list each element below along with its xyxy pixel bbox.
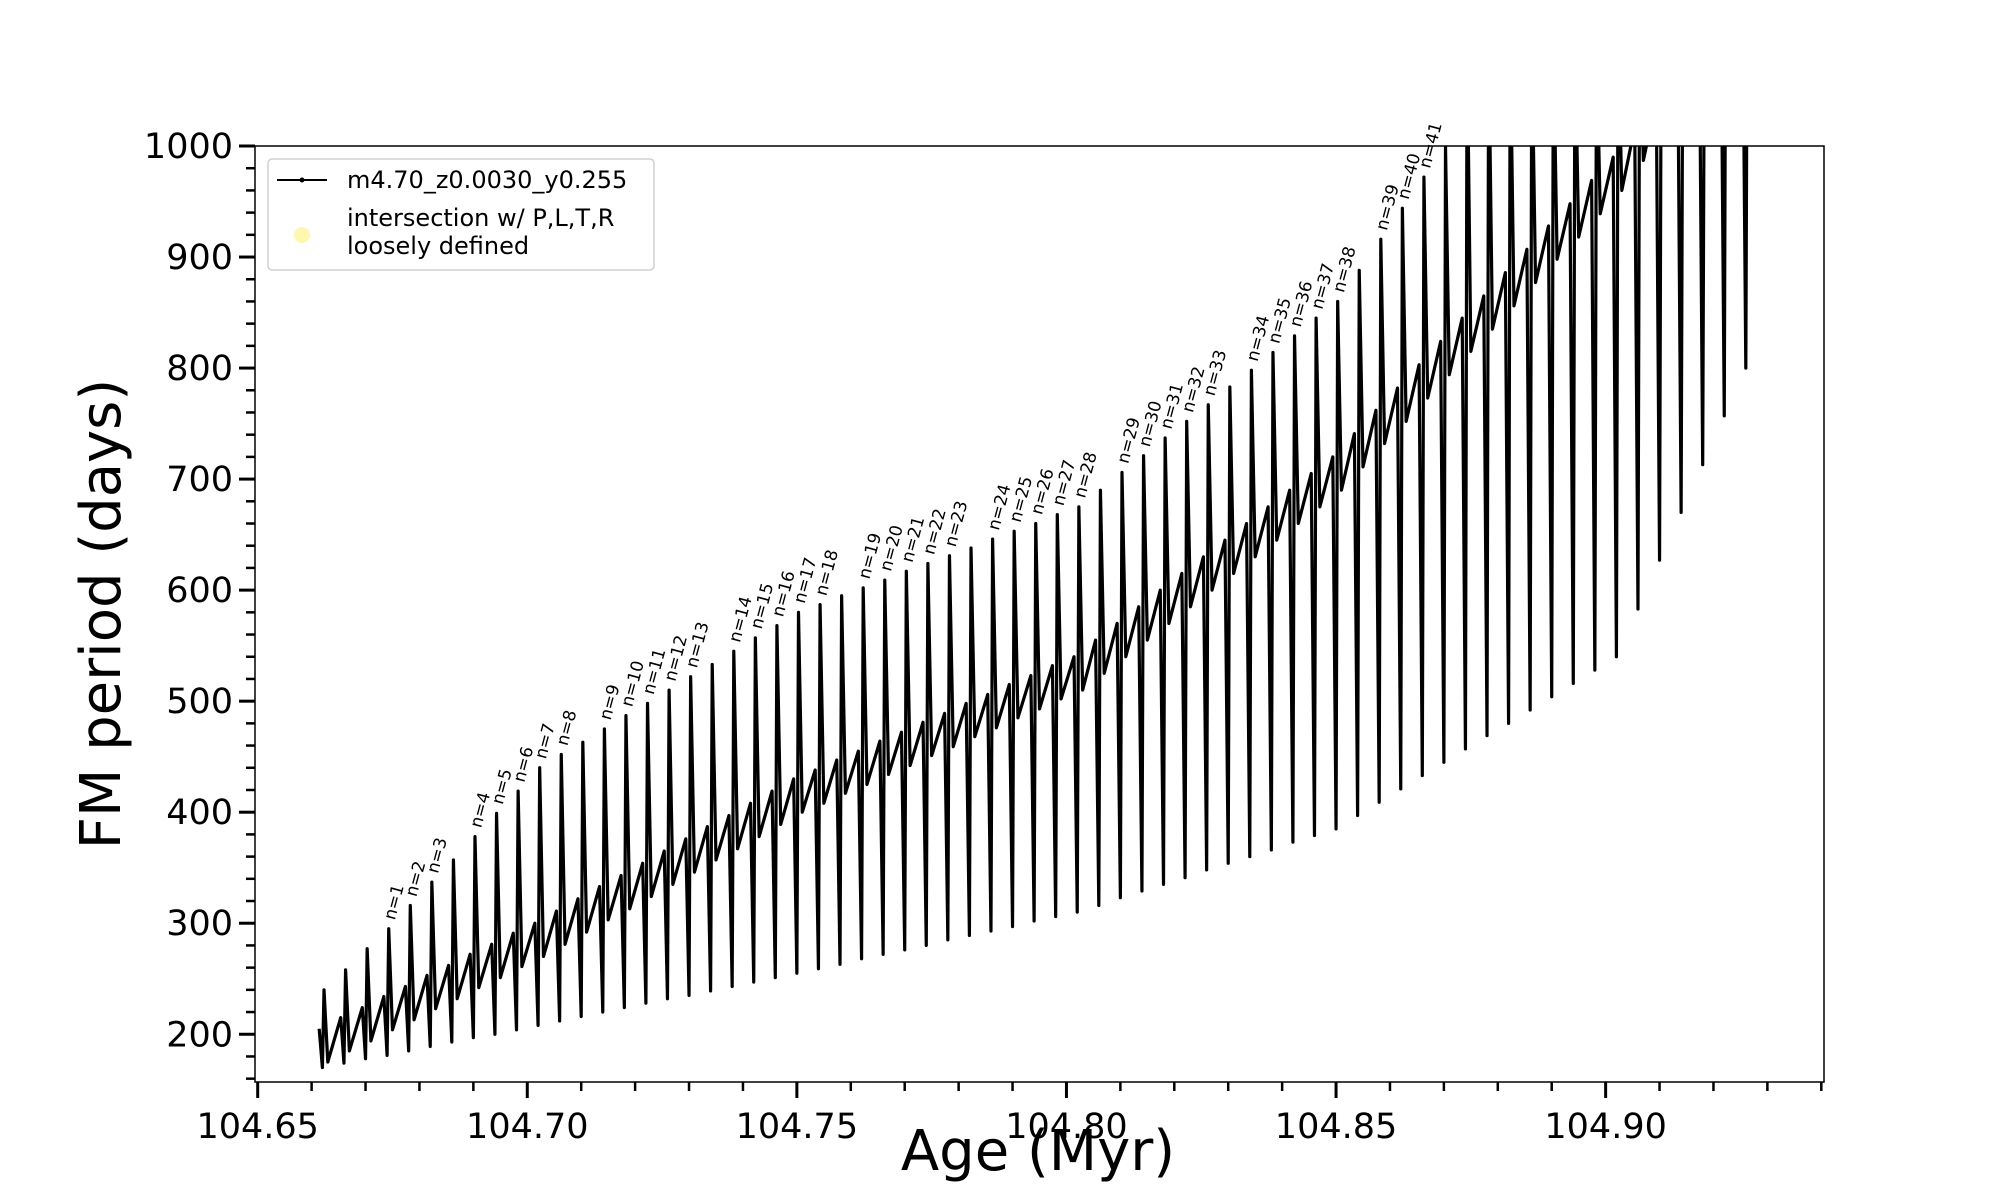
y-tick-label: 400 — [166, 793, 233, 833]
legend-swatch — [294, 227, 310, 243]
pulse-annotation: n=13 — [682, 620, 713, 670]
x-tick-label: 104.65 — [196, 1107, 318, 1147]
pulse-annotation: n=38 — [1329, 244, 1360, 294]
x-tick-label: 104.85 — [1275, 1107, 1397, 1147]
y-axis-label: FM period (days) — [69, 379, 134, 849]
pulse-annotation: n=18 — [812, 548, 843, 598]
legend-box — [267, 158, 655, 271]
legend-label: m4.70_z0.0030_y0.255 — [347, 166, 627, 194]
legend: m4.70_z0.0030_y0.255 intersection w/ P,L,… — [267, 158, 655, 271]
pulse-annotation: n=8 — [553, 708, 582, 748]
pulse-annotation: n=28 — [1070, 450, 1101, 500]
y-tick-label: 600 — [166, 571, 233, 611]
y-tick-label: 300 — [166, 904, 233, 944]
pulse-annotation: n=23 — [941, 499, 972, 549]
x-tick-label: 104.70 — [466, 1107, 588, 1147]
legend-swatch-marker — [299, 177, 305, 183]
y-tick-label: 800 — [166, 349, 233, 389]
x-tick-label: 104.80 — [1005, 1107, 1127, 1147]
legend-label: intersection w/ P,L,T,R loosely defined — [347, 204, 614, 260]
y-tick-label: 700 — [166, 460, 233, 500]
y-tick-label: 200 — [166, 1015, 233, 1055]
x-tick-label: 104.90 — [1544, 1107, 1666, 1147]
y-tick-label: 1000 — [144, 127, 233, 167]
pulse-annotation: n=3 — [423, 836, 452, 876]
axes-frame — [254, 145, 1825, 1083]
series-line — [317, 146, 1749, 1070]
y-tick-label: 500 — [166, 682, 233, 722]
y-tick-label: 900 — [166, 238, 233, 278]
pulse-annotation: n=33 — [1200, 348, 1231, 398]
x-axis-label: Age (Myr) — [901, 1119, 1175, 1184]
plot-area — [317, 146, 1749, 1070]
x-tick-label: 104.75 — [736, 1107, 858, 1147]
